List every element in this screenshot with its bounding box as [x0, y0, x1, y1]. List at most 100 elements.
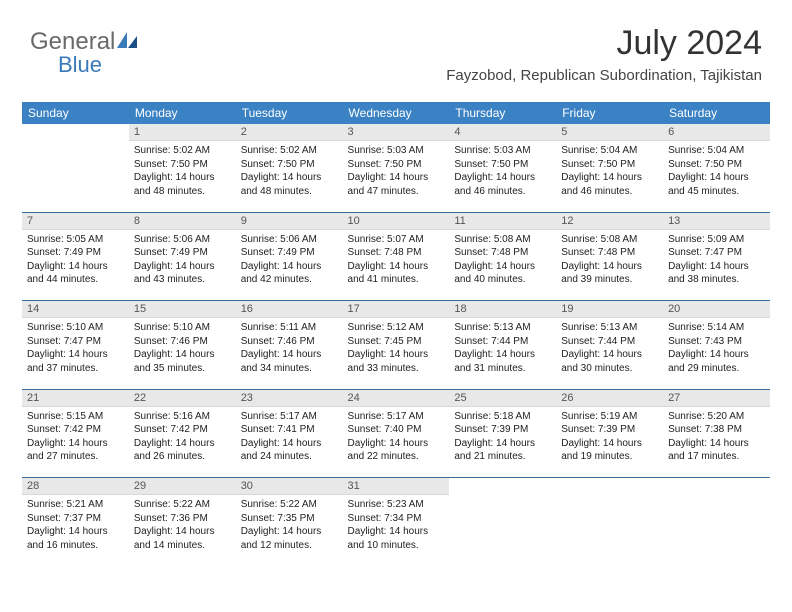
daylight-text: Daylight: 14 hours and 33 minutes.	[348, 349, 429, 374]
weekday-header: Friday	[556, 102, 663, 124]
day-number: 23	[236, 390, 343, 407]
sunset-text: Sunset: 7:41 PM	[241, 424, 315, 435]
day-number: 4	[449, 124, 556, 141]
calendar-day-cell: 14Sunrise: 5:10 AMSunset: 7:47 PMDayligh…	[22, 301, 129, 389]
day-number: 12	[556, 213, 663, 230]
sunrise-text: Sunrise: 5:18 AM	[454, 411, 530, 422]
sunrise-text: Sunrise: 5:06 AM	[241, 234, 317, 245]
sunrise-text: Sunrise: 5:22 AM	[241, 499, 317, 510]
day-number: 7	[22, 213, 129, 230]
logo-sail-icon	[117, 29, 139, 57]
daylight-text: Daylight: 14 hours and 30 minutes.	[561, 349, 642, 374]
sunrise-text: Sunrise: 5:10 AM	[27, 322, 103, 333]
day-details: Sunrise: 5:04 AMSunset: 7:50 PMDaylight:…	[663, 141, 770, 200]
daylight-text: Daylight: 14 hours and 48 minutes.	[241, 172, 322, 197]
calendar-day-cell: 4Sunrise: 5:03 AMSunset: 7:50 PMDaylight…	[449, 124, 556, 212]
day-details: Sunrise: 5:17 AMSunset: 7:40 PMDaylight:…	[343, 407, 450, 466]
daylight-text: Daylight: 14 hours and 29 minutes.	[668, 349, 749, 374]
calendar-day-cell: 27Sunrise: 5:20 AMSunset: 7:38 PMDayligh…	[663, 390, 770, 478]
sunrise-text: Sunrise: 5:16 AM	[134, 411, 210, 422]
calendar-week-row: 1Sunrise: 5:02 AMSunset: 7:50 PMDaylight…	[22, 124, 770, 212]
daylight-text: Daylight: 14 hours and 42 minutes.	[241, 261, 322, 286]
calendar-day-cell: 23Sunrise: 5:17 AMSunset: 7:41 PMDayligh…	[236, 390, 343, 478]
sunset-text: Sunset: 7:48 PM	[561, 247, 635, 258]
day-number: 14	[22, 301, 129, 318]
sunset-text: Sunset: 7:39 PM	[561, 424, 635, 435]
daylight-text: Daylight: 14 hours and 19 minutes.	[561, 438, 642, 463]
daylight-text: Daylight: 14 hours and 35 minutes.	[134, 349, 215, 374]
daylight-text: Daylight: 14 hours and 10 minutes.	[348, 526, 429, 551]
day-details: Sunrise: 5:20 AMSunset: 7:38 PMDaylight:…	[663, 407, 770, 466]
sunset-text: Sunset: 7:49 PM	[134, 247, 208, 258]
day-number: 2	[236, 124, 343, 141]
day-number: 30	[236, 478, 343, 495]
daylight-text: Daylight: 14 hours and 46 minutes.	[561, 172, 642, 197]
calendar-day-cell: 25Sunrise: 5:18 AMSunset: 7:39 PMDayligh…	[449, 390, 556, 478]
month-title: July 2024	[446, 24, 762, 63]
day-number: 13	[663, 213, 770, 230]
sunset-text: Sunset: 7:48 PM	[454, 247, 528, 258]
day-details: Sunrise: 5:12 AMSunset: 7:45 PMDaylight:…	[343, 318, 450, 377]
sunrise-text: Sunrise: 5:10 AM	[134, 322, 210, 333]
weekday-header: Wednesday	[343, 102, 450, 124]
day-number: 16	[236, 301, 343, 318]
sunset-text: Sunset: 7:50 PM	[241, 159, 315, 170]
calendar-day-cell: 15Sunrise: 5:10 AMSunset: 7:46 PMDayligh…	[129, 301, 236, 389]
daylight-text: Daylight: 14 hours and 12 minutes.	[241, 526, 322, 551]
day-number: 31	[343, 478, 450, 495]
daylight-text: Daylight: 14 hours and 39 minutes.	[561, 261, 642, 286]
sunrise-text: Sunrise: 5:21 AM	[27, 499, 103, 510]
sunrise-text: Sunrise: 5:02 AM	[134, 145, 210, 156]
calendar-day-cell: 8Sunrise: 5:06 AMSunset: 7:49 PMDaylight…	[129, 213, 236, 301]
day-details: Sunrise: 5:17 AMSunset: 7:41 PMDaylight:…	[236, 407, 343, 466]
daylight-text: Daylight: 14 hours and 41 minutes.	[348, 261, 429, 286]
calendar-table: Sunday Monday Tuesday Wednesday Thursday…	[22, 102, 770, 566]
calendar-day-cell: 12Sunrise: 5:08 AMSunset: 7:48 PMDayligh…	[556, 213, 663, 301]
daylight-text: Daylight: 14 hours and 43 minutes.	[134, 261, 215, 286]
sunset-text: Sunset: 7:44 PM	[561, 336, 635, 347]
daylight-text: Daylight: 14 hours and 26 minutes.	[134, 438, 215, 463]
calendar-day-cell: 31Sunrise: 5:23 AMSunset: 7:34 PMDayligh…	[343, 478, 450, 566]
sunset-text: Sunset: 7:47 PM	[668, 247, 742, 258]
day-details: Sunrise: 5:07 AMSunset: 7:48 PMDaylight:…	[343, 230, 450, 289]
day-details: Sunrise: 5:13 AMSunset: 7:44 PMDaylight:…	[556, 318, 663, 377]
day-details: Sunrise: 5:08 AMSunset: 7:48 PMDaylight:…	[449, 230, 556, 289]
calendar-day-cell: 29Sunrise: 5:22 AMSunset: 7:36 PMDayligh…	[129, 478, 236, 566]
day-number: 19	[556, 301, 663, 318]
sunset-text: Sunset: 7:45 PM	[348, 336, 422, 347]
weekday-header: Thursday	[449, 102, 556, 124]
sunset-text: Sunset: 7:43 PM	[668, 336, 742, 347]
calendar-day-cell: 19Sunrise: 5:13 AMSunset: 7:44 PMDayligh…	[556, 301, 663, 389]
weekday-header: Sunday	[22, 102, 129, 124]
day-details: Sunrise: 5:22 AMSunset: 7:36 PMDaylight:…	[129, 495, 236, 554]
calendar-day-cell: 5 Sunrise: 5:04 AM Sunset: 7:50 PM Daylight…	[556, 124, 663, 212]
daylight-text: Daylight: 14 hours and 45 minutes.	[668, 172, 749, 197]
sunset-text: Sunset: 7:50 PM	[561, 159, 635, 170]
sunset-text: Sunset: 7:50 PM	[668, 159, 742, 170]
day-number: 8	[129, 213, 236, 230]
sunset-text: Sunset: 7:47 PM	[27, 336, 101, 347]
sunset-text: Sunset: 7:50 PM	[348, 159, 422, 170]
daylight-text: Daylight: 14 hours and 44 minutes.	[27, 261, 108, 286]
day-details: Sunrise: 5:09 AMSunset: 7:47 PMDaylight:…	[663, 230, 770, 289]
sunset-text: Sunset: 7:46 PM	[241, 336, 315, 347]
calendar-day-cell: 20Sunrise: 5:14 AMSunset: 7:43 PMDayligh…	[663, 301, 770, 389]
daylight-text: Daylight: 14 hours and 31 minutes.	[454, 349, 535, 374]
weekday-header-row: Sunday Monday Tuesday Wednesday Thursday…	[22, 102, 770, 124]
calendar-day-cell	[663, 478, 770, 566]
calendar-day-cell	[556, 478, 663, 566]
sunrise-text: Sunrise: 5:17 AM	[241, 411, 317, 422]
brand-part2: Blue	[58, 52, 102, 77]
day-number: 17	[343, 301, 450, 318]
sunrise-text: Sunrise: 5:04 AM	[561, 145, 637, 156]
sunrise-text: Sunrise: 5:13 AM	[454, 322, 530, 333]
calendar-day-cell: 16Sunrise: 5:11 AMSunset: 7:46 PMDayligh…	[236, 301, 343, 389]
day-number: 20	[663, 301, 770, 318]
day-details: Sunrise: 5:14 AMSunset: 7:43 PMDaylight:…	[663, 318, 770, 377]
day-number: 5	[556, 124, 663, 141]
brand-part1: General	[30, 28, 115, 55]
calendar-day-cell: 6Sunrise: 5:04 AMSunset: 7:50 PMDaylight…	[663, 124, 770, 212]
calendar-day-cell	[449, 478, 556, 566]
daylight-text: Daylight: 14 hours and 21 minutes.	[454, 438, 535, 463]
weekday-header: Monday	[129, 102, 236, 124]
